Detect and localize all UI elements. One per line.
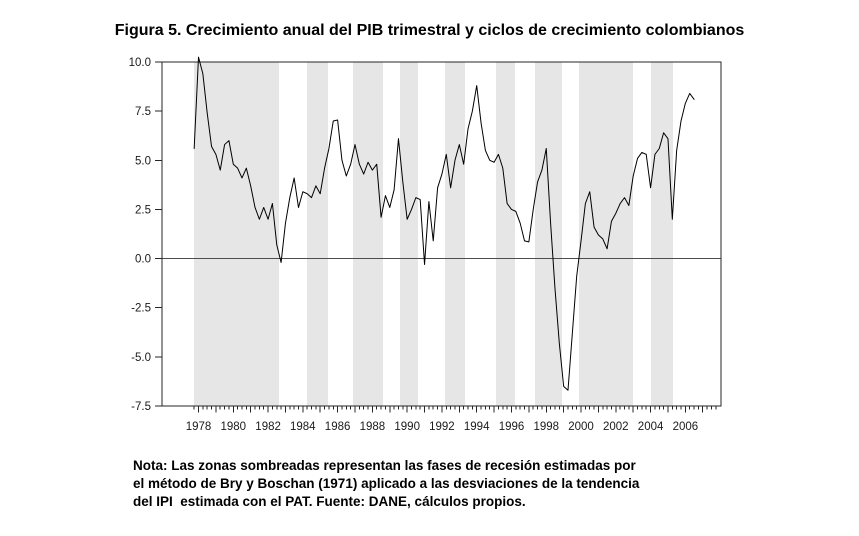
- x-tick-label: 1998: [534, 421, 560, 433]
- x-axis: 1978 1980 1982 1984 1986 1988 1990 1992 1994 1996…: [186, 406, 717, 433]
- recession-band: [444, 62, 465, 406]
- x-tick-label: 2000: [568, 421, 594, 433]
- x-tick-label: 2002: [603, 421, 629, 433]
- series-group: [193, 56, 695, 391]
- gdp-growth-cycles-chart: 10.0 7.5 5.0 2.5 0.0 -2.5 -5.0 -7.5 1978 1980 1982…: [129, 56, 722, 433]
- y-tick-label: 10.0: [129, 57, 151, 69]
- note-line-2: el método de Bry y Boschan (1971) aplica…: [133, 476, 640, 491]
- x-tick-label: 1988: [360, 421, 386, 433]
- plot-frame: [161, 61, 722, 407]
- x-tick-label: 2006: [673, 421, 699, 433]
- gdp-growth-line: [193, 56, 695, 391]
- figure-note: Nota: Las zonas sombreadas representan l…: [133, 457, 743, 511]
- x-tick-label: 1996: [499, 421, 525, 433]
- recession-band: [194, 62, 279, 406]
- x-tick-label: 1994: [464, 421, 490, 433]
- note-line-3: del IPI estimada con el PAT. Fuente: DAN…: [133, 494, 526, 509]
- x-tick-label: 1992: [429, 421, 455, 433]
- recession-band: [352, 62, 383, 406]
- recession-band: [535, 62, 562, 406]
- recession-band: [400, 62, 418, 406]
- y-tick-label: 2.5: [135, 204, 151, 216]
- x-tick-label: 1984: [290, 421, 316, 433]
- x-tick-label: 1986: [325, 421, 351, 433]
- recession-band: [307, 62, 328, 406]
- recession-bands: [194, 62, 673, 406]
- x-tick-label: 2004: [638, 421, 664, 433]
- y-tick-label: 7.5: [135, 106, 151, 118]
- recession-band: [578, 62, 633, 406]
- y-tick-label: -2.5: [131, 303, 151, 315]
- x-tick-label: 1980: [221, 421, 247, 433]
- y-tick-label: 5.0: [135, 155, 151, 167]
- y-tick-label: -5.0: [131, 352, 151, 364]
- x-tick-label: 1978: [186, 421, 212, 433]
- recession-band: [496, 62, 515, 406]
- x-tick-label: 1982: [255, 421, 281, 433]
- recession-band: [651, 62, 673, 406]
- x-tick-label: 1990: [394, 421, 420, 433]
- frame-group: [161, 61, 722, 407]
- note-line-1: Nota: Las zonas sombreadas representan l…: [133, 458, 636, 473]
- y-tick-label: -7.5: [131, 401, 151, 413]
- y-axis: 10.0 7.5 5.0 2.5 0.0 -2.5 -5.0 -7.5: [129, 57, 162, 413]
- y-tick-label: 0.0: [135, 254, 151, 266]
- figure-title: Figura 5. Crecimiento anual del PIB trim…: [114, 22, 745, 39]
